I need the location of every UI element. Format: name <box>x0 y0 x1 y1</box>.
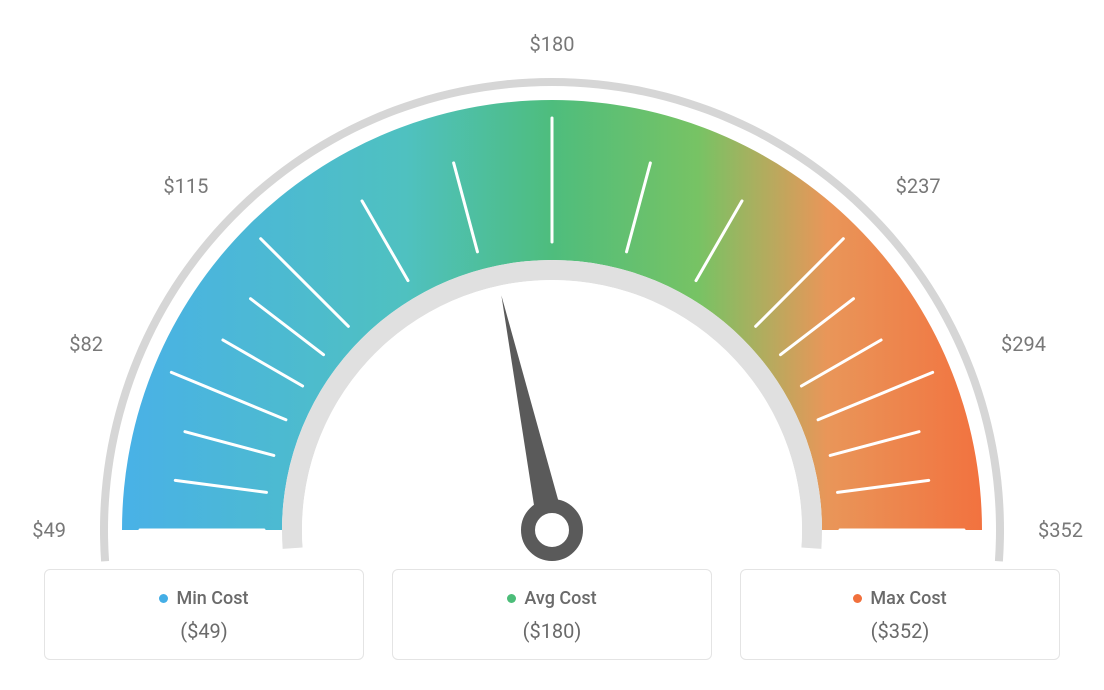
legend-row: Min Cost ($49) Avg Cost ($180) Max Cost … <box>44 569 1060 660</box>
legend-title-min: Min Cost <box>159 588 248 609</box>
legend-value-max: ($352) <box>751 619 1049 643</box>
legend-dot-max <box>853 594 862 603</box>
legend-dot-min <box>159 594 168 603</box>
scale-label: $115 <box>163 174 208 198</box>
scale-label: $180 <box>530 32 575 56</box>
legend-label-max: Max Cost <box>870 588 946 609</box>
legend-label-min: Min Cost <box>176 588 248 609</box>
legend-card-avg: Avg Cost ($180) <box>392 569 712 660</box>
legend-title-avg: Avg Cost <box>507 588 596 609</box>
scale-label: $352 <box>1038 518 1083 542</box>
legend-title-max: Max Cost <box>853 588 946 609</box>
scale-label: $82 <box>69 332 103 356</box>
legend-card-max: Max Cost ($352) <box>740 569 1060 660</box>
scale-label: $237 <box>896 174 941 198</box>
legend-label-avg: Avg Cost <box>524 588 596 609</box>
scale-label: $49 <box>32 518 66 542</box>
legend-value-min: ($49) <box>55 619 353 643</box>
legend-value-avg: ($180) <box>403 619 701 643</box>
gauge-svg <box>22 10 1082 570</box>
cost-gauge: $49 $82 $115 $180 $237 $294 $352 <box>22 10 1082 570</box>
scale-label: $294 <box>1001 332 1046 356</box>
legend-card-min: Min Cost ($49) <box>44 569 364 660</box>
legend-dot-avg <box>507 594 516 603</box>
